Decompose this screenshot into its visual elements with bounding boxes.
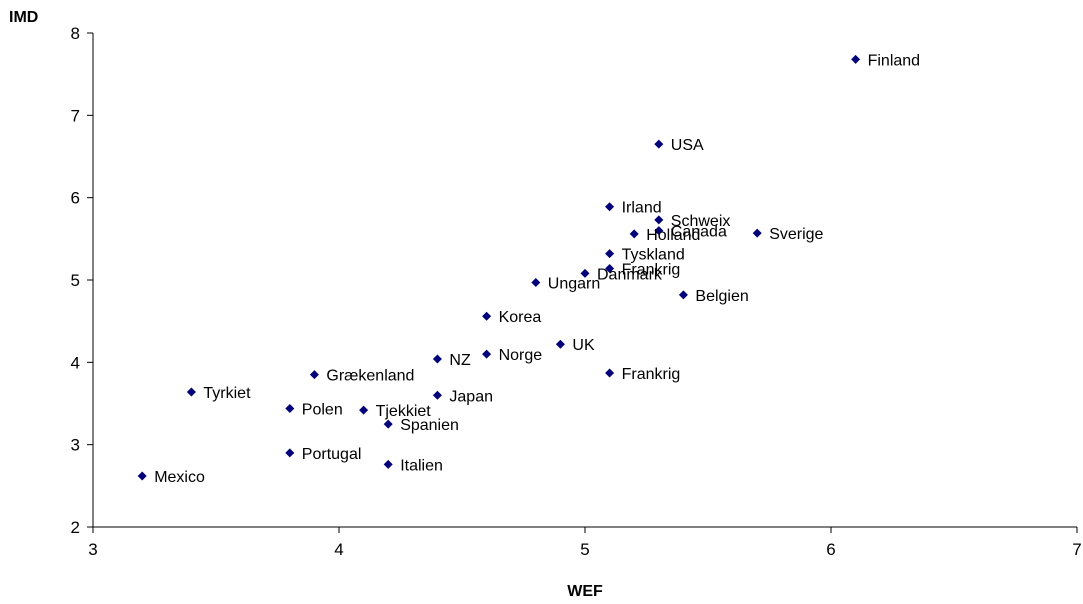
x-tick-label: 7 bbox=[1072, 540, 1081, 559]
data-point-marker bbox=[531, 277, 541, 287]
data-point-marker bbox=[432, 354, 442, 364]
data-point-label: Norge bbox=[499, 347, 543, 364]
data-point-label: Sverige bbox=[769, 226, 823, 243]
x-tick-label: 3 bbox=[88, 540, 97, 559]
data-point-marker bbox=[629, 229, 639, 239]
data-point-label: Japan bbox=[449, 388, 493, 405]
data-point-marker bbox=[482, 311, 492, 321]
data-point-label: Polen bbox=[302, 401, 343, 418]
data-point-label: Tjekkiet bbox=[376, 403, 432, 420]
data-point-label: Holland bbox=[646, 227, 700, 244]
data-point-marker bbox=[654, 226, 664, 236]
data-point-label: Belgien bbox=[695, 288, 748, 305]
data-point-label: Ungarn bbox=[548, 275, 600, 292]
y-tick-label: 6 bbox=[71, 189, 80, 208]
data-point-label: Frankrig bbox=[622, 261, 681, 278]
y-tick-label: 4 bbox=[71, 353, 80, 372]
data-point-marker bbox=[555, 339, 565, 349]
data-point-label: Grækenland bbox=[326, 368, 414, 385]
y-tick-label: 5 bbox=[71, 271, 80, 290]
data-point-label: Canada bbox=[671, 224, 727, 241]
data-point-label: Schweix bbox=[671, 213, 731, 230]
x-axis-title: WEF bbox=[567, 583, 603, 600]
data-point-label: Finland bbox=[868, 52, 920, 69]
data-point-label: Irland bbox=[622, 200, 662, 217]
data-point-marker bbox=[285, 403, 295, 413]
data-point-label: USA bbox=[671, 137, 704, 154]
data-point-marker bbox=[678, 290, 688, 300]
y-tick-label: 7 bbox=[71, 106, 80, 125]
data-point-marker bbox=[186, 387, 196, 397]
x-tick-label: 6 bbox=[826, 540, 835, 559]
data-point-label: Tyskland bbox=[622, 247, 685, 264]
data-point-label: Frankrig bbox=[622, 366, 681, 383]
data-point-label: NZ bbox=[449, 352, 471, 369]
y-axis-title: IMD bbox=[9, 9, 38, 26]
data-point-marker bbox=[482, 349, 492, 359]
data-point-label: Korea bbox=[499, 309, 542, 326]
y-tick-label: 8 bbox=[71, 24, 80, 43]
data-point-marker bbox=[137, 471, 147, 481]
data-point-marker bbox=[605, 368, 615, 378]
data-point-marker bbox=[605, 263, 615, 273]
data-point-marker bbox=[383, 459, 393, 469]
data-point-marker bbox=[605, 202, 615, 212]
data-point-marker bbox=[605, 249, 615, 259]
data-point-marker bbox=[359, 405, 369, 415]
data-point-label: Mexico bbox=[154, 469, 205, 486]
data-point-label: Danmark bbox=[597, 266, 663, 283]
y-tick-label: 2 bbox=[71, 518, 80, 537]
data-point-label: UK bbox=[572, 337, 595, 354]
data-point-marker bbox=[851, 54, 861, 64]
x-axis-ticks: 3 4 5 6 7 bbox=[88, 527, 1082, 559]
data-point-label: Tyrkiet bbox=[203, 385, 251, 402]
data-point-label: Portugal bbox=[302, 446, 362, 463]
data-point-label: Italien bbox=[400, 457, 443, 474]
data-point-marker bbox=[432, 390, 442, 400]
data-point-label: Spanien bbox=[400, 417, 459, 434]
data-point-marker bbox=[752, 228, 762, 238]
data-point-marker bbox=[383, 419, 393, 429]
data-point-marker bbox=[580, 268, 590, 278]
data-point-marker bbox=[654, 139, 664, 149]
data-point-marker bbox=[309, 370, 319, 380]
x-tick-label: 4 bbox=[334, 540, 343, 559]
data-point-marker bbox=[654, 215, 664, 225]
x-tick-label: 5 bbox=[580, 540, 589, 559]
y-axis-ticks: 2 3 4 5 6 7 8 bbox=[71, 24, 93, 537]
y-tick-label: 3 bbox=[71, 436, 80, 455]
data-point-marker bbox=[285, 448, 295, 458]
